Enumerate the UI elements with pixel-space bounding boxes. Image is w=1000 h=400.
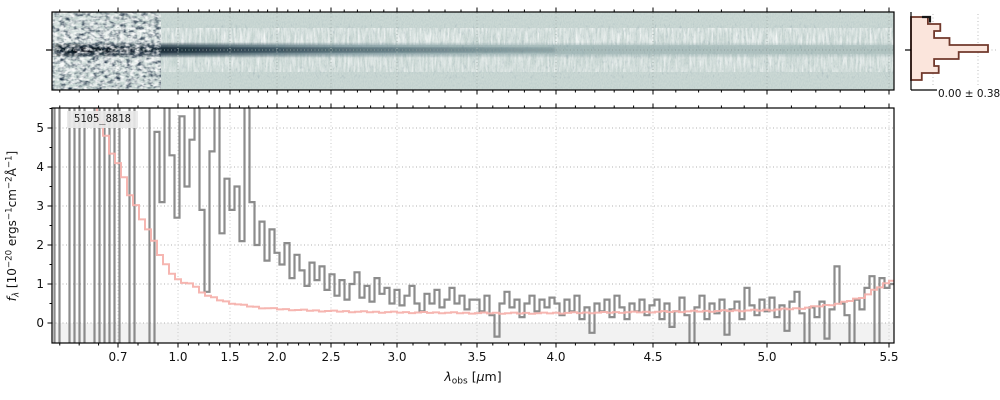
x-tick-label: 3.0 — [387, 350, 406, 364]
main-ticks-and-labels: 0.7 1.0 1.5 2.0 2.5 3.0 3.5 4.0 4.5 5.0 5.5 0 1 2 3 4 5 — [36, 103, 899, 364]
main-gridlines — [52, 108, 894, 343]
label-part: Å — [4, 167, 19, 176]
x-tick-label: 4.0 — [546, 350, 565, 364]
y-tick-label: 1 — [36, 277, 44, 291]
label-part: −1 — [5, 155, 15, 168]
label-part: −20 — [5, 250, 15, 268]
label-part: μ — [476, 369, 485, 384]
error-step-curve — [96, 108, 894, 315]
x-tick-label: 1.5 — [220, 350, 239, 364]
below-zero-shade — [52, 323, 894, 343]
noise-histogram-panel: 0.00 ± 0.38 — [905, 12, 1000, 100]
label-part: −2 — [5, 176, 15, 189]
2d-grid-and-ticks — [46, 7, 894, 95]
label-part: f — [5, 295, 19, 301]
y-tick-label: 3 — [36, 199, 44, 213]
x-tick-label: 3.5 — [467, 350, 486, 364]
y-tick-label: 0 — [36, 316, 44, 330]
x-tick-label: 1.0 — [168, 350, 187, 364]
histogram-step — [910, 16, 989, 81]
flux-step-curve — [53, 108, 894, 343]
x-axis-label: λobs [μm] — [443, 369, 501, 387]
2d-noisy-blue-end-white — [56, 14, 156, 88]
x-tick-label: 2.0 — [267, 350, 286, 364]
label-part: m] — [485, 369, 502, 384]
y-tick-label: 2 — [36, 238, 44, 252]
spectrum-curves — [53, 108, 894, 343]
label-part: ] — [5, 151, 19, 156]
label-part: λ — [12, 292, 22, 298]
histogram-outlier-mark — [922, 15, 932, 23]
1d-spectrum-panel: 0.7 1.0 1.5 2.0 2.5 3.0 3.5 4.0 4.5 5.0 5.5012345 … — [4, 103, 899, 387]
label-part: ergs — [5, 220, 19, 250]
label-part: [10 — [5, 268, 19, 292]
x-tick-label: 2.5 — [321, 350, 340, 364]
2d-spectrum-panel — [46, 7, 895, 95]
histogram-stats-annotation: 0.00 ± 0.38 — [938, 88, 1000, 100]
y-axis-label: fλ [10−20 ergs−1cm−2Å−1] — [4, 151, 22, 301]
object-id-label: 5105_8818 — [67, 111, 138, 128]
x-tick-label: 4.5 — [643, 350, 662, 364]
histogram-content — [905, 12, 997, 91]
label-part: −1 — [5, 207, 15, 220]
label-part: λ — [443, 369, 451, 384]
x-tick-label: 5.0 — [757, 350, 776, 364]
label-part: obs — [452, 377, 468, 387]
x-tick-label: 5.5 — [879, 350, 898, 364]
label-part: cm — [5, 189, 19, 207]
x-tick-label: 0.7 — [108, 350, 127, 364]
2d-frame — [51, 11, 895, 91]
y-tick-label: 4 — [36, 160, 44, 174]
label-part: [ — [468, 369, 477, 384]
2d-image-layers — [52, 12, 894, 90]
y-tick-label: 5 — [36, 121, 44, 135]
